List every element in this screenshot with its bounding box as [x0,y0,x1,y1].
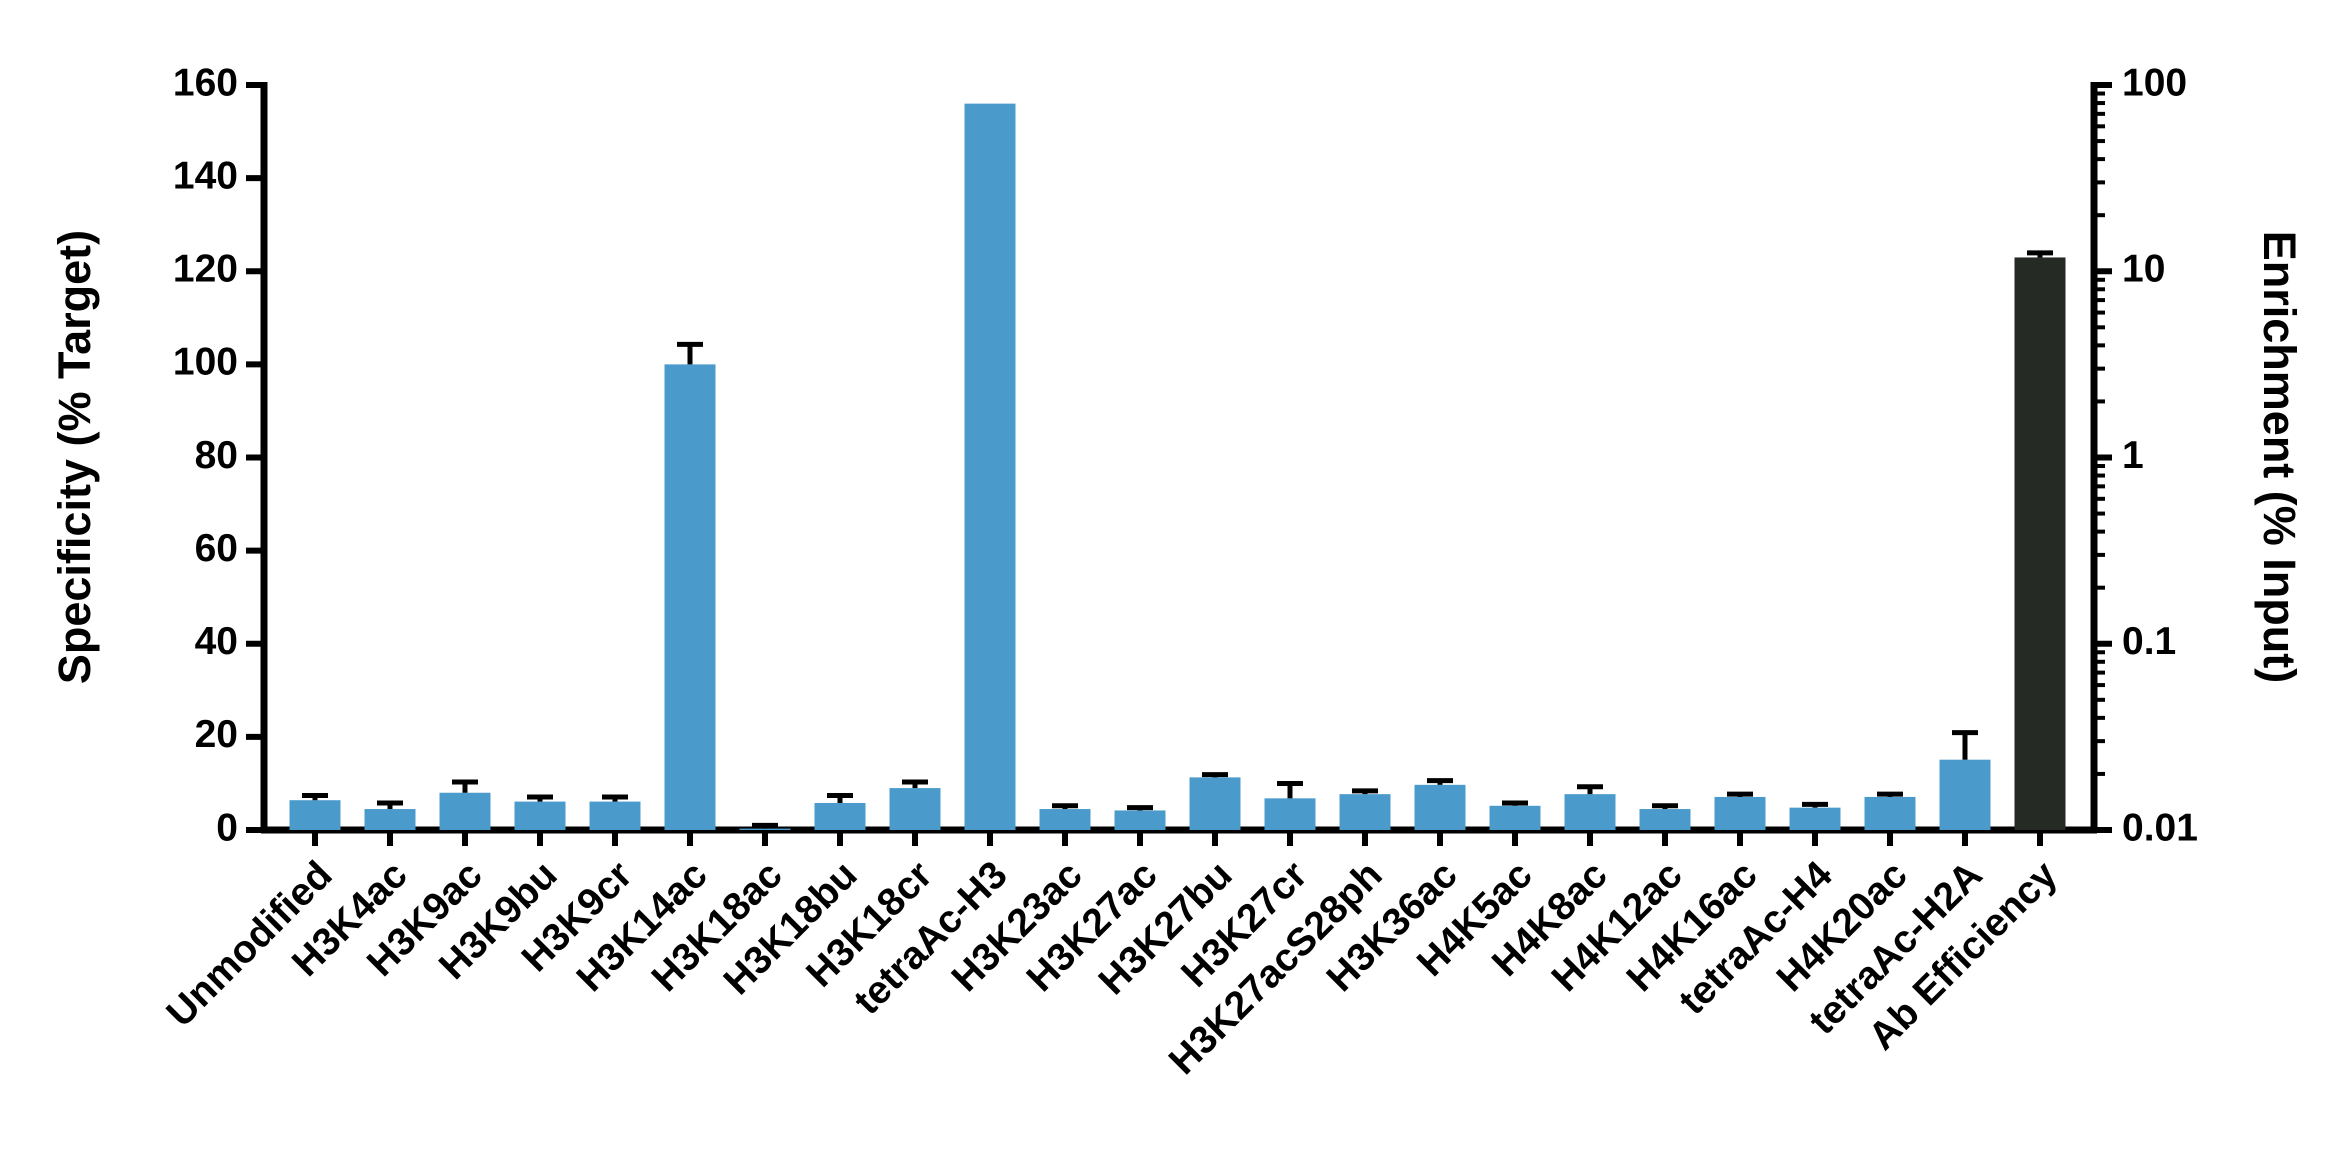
bar [1264,798,1316,830]
bar [289,800,341,830]
bar [514,801,566,830]
error-bar [527,794,553,802]
y2-axis-title: Enrichment (% Input) [2254,231,2305,683]
error-bar [1352,788,1378,795]
bar [1414,784,1466,830]
bar [739,828,791,830]
error-bar [1802,801,1828,808]
error-bar [302,793,328,801]
error-bar [677,341,703,365]
y-tick-label: 80 [195,434,238,477]
error-bar [1877,791,1903,797]
bar [364,809,416,830]
error-bar [1727,791,1753,797]
error-bar [752,822,778,829]
error-bar [1277,780,1303,799]
y-tick-label: 40 [195,620,238,663]
bar [2014,257,2066,830]
bar [964,103,1016,830]
y2-tick-label: 0.01 [2122,806,2198,849]
bar [1789,807,1841,830]
error-bar [452,779,478,793]
y-tick-label: 120 [173,248,238,291]
error-bar [1952,730,1978,760]
y2-tick-label: 10 [2122,248,2165,291]
error-bar [1502,800,1528,806]
y-tick-label: 160 [173,61,238,104]
y2-tick-label: 100 [2122,61,2187,104]
y-tick-label: 60 [195,527,238,570]
error-bar [602,794,628,802]
error-bar [1577,784,1603,795]
error-bar [2027,250,2053,258]
bar [1714,796,1766,830]
y-tick-label: 20 [195,713,238,756]
bar [589,801,641,830]
error-bar [1127,805,1153,811]
bar [1864,796,1916,830]
bar [1189,777,1241,830]
error-bar [1052,803,1078,810]
error-bar [377,800,403,810]
y-tick-label: 100 [173,341,238,384]
bar [1939,759,1991,830]
y-axis-title: Specificity (% Target) [49,230,100,684]
y-tick-label: 140 [173,154,238,197]
error-bar [1427,778,1453,785]
bar [1039,809,1091,830]
y2-tick-label: 1 [2122,434,2144,477]
bar [1114,810,1166,830]
bar [889,788,941,830]
error-bar [1652,803,1678,810]
bar [1339,794,1391,830]
bar [1489,805,1541,830]
bar [439,792,491,830]
error-bar [902,779,928,789]
error-bar [827,793,853,803]
bar [814,802,866,830]
bar [664,364,716,830]
bar [1639,809,1691,830]
error-bar [1202,772,1228,778]
y2-tick-label: 0.1 [2122,620,2176,663]
bar [1564,794,1616,830]
y-tick-label: 0 [216,806,238,849]
